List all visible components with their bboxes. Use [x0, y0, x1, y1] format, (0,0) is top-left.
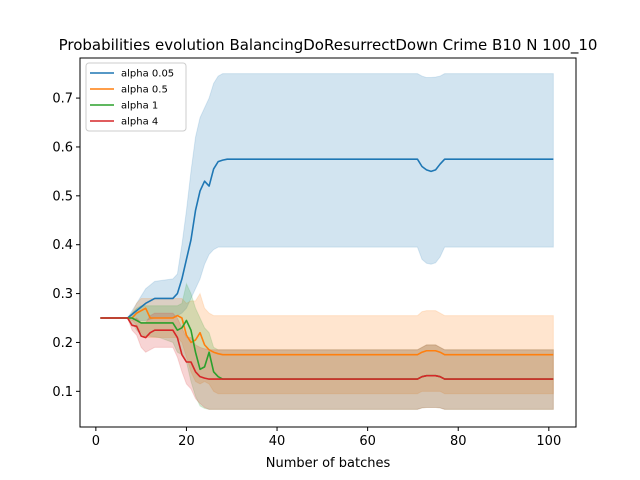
x-tick-label: 60 — [359, 434, 376, 449]
legend: alpha 0.05 alpha 0.5 alpha 1 alpha 4 — [85, 62, 187, 132]
x-tick-label: 100 — [536, 434, 561, 449]
x-tick-label: 20 — [178, 434, 195, 449]
x-tick-label: 0 — [92, 434, 100, 449]
x-axis-label: Number of batches — [266, 456, 391, 471]
y-tick-label: 0.6 — [52, 140, 73, 155]
x-axis: 0 20 40 60 80 100 — [92, 427, 561, 449]
y-tick-label: 0.2 — [52, 336, 73, 351]
x-tick-label: 40 — [269, 434, 286, 449]
plot-frame — [79, 57, 577, 428]
band-series-0 — [100, 73, 554, 321]
y-tick-label: 0.3 — [52, 287, 73, 302]
legend-label: alpha 0.5 — [121, 85, 168, 96]
line-series-0 — [100, 158, 554, 319]
y-tick-label: 0.1 — [52, 385, 73, 400]
y-tick-label: 0.5 — [52, 189, 73, 204]
line-series-3 — [100, 317, 554, 380]
series-lines — [100, 158, 554, 380]
legend-label: alpha 0.05 — [121, 69, 174, 80]
y-tick-label: 0.7 — [52, 92, 73, 107]
legend-label: alpha 4 — [121, 117, 158, 128]
x-tick-label: 80 — [450, 434, 467, 449]
chart-title: Probabilities evolution BalancingDoResur… — [59, 36, 598, 55]
y-tick-label: 0.4 — [52, 238, 73, 253]
legend-box — [85, 62, 187, 132]
line-series-1 — [100, 307, 554, 356]
y-axis: 0.1 0.2 0.3 0.4 0.5 0.6 0.7 — [52, 92, 80, 400]
legend-label: alpha 1 — [121, 101, 158, 112]
